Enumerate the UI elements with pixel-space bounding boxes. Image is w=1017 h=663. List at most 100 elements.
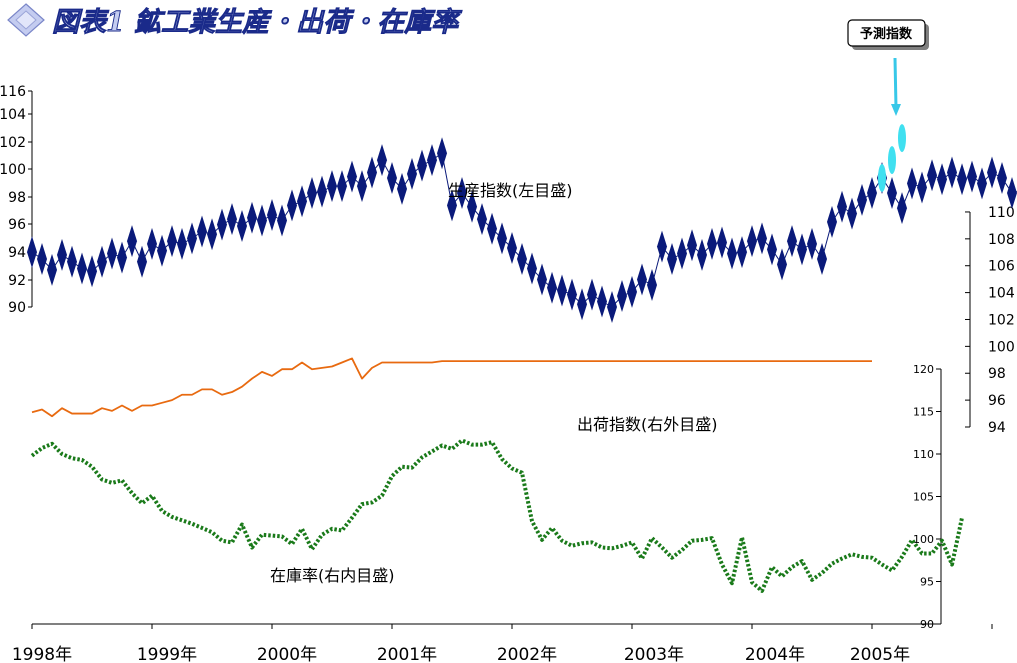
production-diamond-marker	[597, 285, 607, 318]
production-diamond-marker	[127, 225, 137, 258]
production-diamond-marker	[927, 159, 937, 192]
labels: 90 92 94 96 98 100 102 104 116 94 96 98 100 102 104 106…	[0, 84, 1015, 663]
production-diamond-marker	[757, 222, 767, 255]
production-diamond-marker	[527, 252, 537, 285]
production-diamond-marker	[227, 203, 237, 236]
right-inner-axis-tick-label: 105	[913, 491, 934, 504]
production-series-line	[31, 152, 1017, 308]
production-diamond-marker	[97, 245, 107, 278]
production-diamond-marker	[467, 190, 477, 223]
plot-area	[27, 124, 1017, 593]
production-diamond-marker	[707, 227, 717, 260]
x-axis-year-label: 2002年	[497, 645, 557, 663]
left-axis-tick-label: 102	[0, 135, 26, 151]
production-diamond-marker	[577, 288, 587, 321]
right-outer-axis-tick-label: 96	[988, 393, 1006, 409]
title-diamond-inner-icon	[15, 10, 37, 30]
right-inner-axis-tick-label: 115	[913, 406, 934, 419]
production-diamond-marker	[867, 177, 877, 210]
right-inner-axis-tick-label: 120	[913, 363, 934, 376]
production-diamond-marker	[657, 230, 667, 263]
production-diamond-marker	[147, 227, 157, 260]
right-outer-axis-tick-label: 110	[988, 205, 1015, 221]
production-diamond-marker	[967, 160, 977, 193]
production-diamond-marker	[817, 242, 827, 275]
production-diamond-marker	[987, 156, 997, 189]
right-outer-axis-tick-label: 98	[988, 366, 1006, 382]
production-diamond-marker	[77, 252, 87, 285]
production-diamond-marker	[47, 253, 57, 286]
production-diamond-marker	[287, 189, 297, 222]
forecast-marker	[898, 124, 906, 153]
production-diamond-marker	[377, 144, 387, 177]
left-axis-tick-label: 94	[8, 245, 26, 261]
production-diamond-marker	[437, 137, 447, 170]
production-diamond-marker	[167, 225, 177, 258]
x-axis-year-label: 2001年	[377, 645, 437, 663]
right-outer-axis-tick-label: 102	[988, 312, 1015, 328]
production-diamond-marker	[887, 177, 897, 210]
production-diamond-marker	[497, 222, 507, 255]
production-diamond-marker	[117, 241, 127, 274]
x-axis-year-label: 1998年	[12, 645, 72, 663]
production-diamond-marker	[337, 170, 347, 203]
production-diamond-marker	[267, 199, 277, 232]
forecast-marker	[888, 146, 896, 175]
production-diamond-marker	[107, 237, 117, 270]
production-diamond-marker	[367, 156, 377, 189]
production-diamond-marker	[947, 156, 957, 189]
axes	[28, 90, 993, 629]
production-diamond-marker	[257, 204, 267, 237]
left-axis-tick-label: 98	[8, 190, 26, 206]
production-diamond-marker	[517, 242, 527, 275]
production-diamond-marker	[857, 183, 867, 216]
production-diamond-marker	[1007, 177, 1017, 210]
production-diamond-marker	[417, 149, 427, 182]
production-diamond-marker	[827, 205, 837, 238]
x-axis-year-label: 2000年	[257, 645, 317, 663]
production-diamond-marker	[587, 278, 597, 311]
x-axis-year-label: 2003年	[624, 645, 684, 663]
production-diamond-marker	[667, 242, 677, 275]
left-axis-tick-label: 90	[8, 300, 26, 316]
production-diamond-marker	[797, 233, 807, 266]
title-group: 図表1 鉱工業生産・出荷・在庫率	[7, 3, 464, 38]
production-diamond-marker	[317, 175, 327, 208]
production-diamond-marker	[897, 192, 907, 225]
production-diamond-marker	[487, 212, 497, 245]
shipment-series-line	[31, 357, 872, 418]
production-diamond-marker	[837, 190, 847, 223]
production-diamond-marker	[457, 177, 467, 210]
production-diamond-marker	[427, 144, 437, 177]
production-diamond-marker	[637, 263, 647, 296]
production-diamond-marker	[177, 227, 187, 260]
left-axis-tick-label: 92	[8, 273, 26, 289]
series-label-production: 生産指数(左目盛)	[448, 181, 573, 200]
production-diamond-marker	[627, 275, 637, 308]
production-diamond-marker	[617, 280, 627, 313]
production-diamond-marker	[217, 208, 227, 241]
right-outer-axis-tick-label: 108	[988, 232, 1015, 248]
production-diamond-marker	[327, 170, 337, 203]
left-axis-tick-label: 116	[0, 84, 26, 100]
production-diamond-marker	[727, 237, 737, 270]
production-diamond-marker	[247, 201, 257, 234]
production-diamond-marker	[37, 242, 47, 275]
production-diamond-marker	[567, 278, 577, 311]
right-inner-axis-tick-label: 90	[920, 618, 934, 631]
left-axis-tick-label: 96	[8, 217, 26, 233]
production-diamond-marker	[27, 236, 37, 269]
forecast-label-box: 予測指数	[847, 19, 929, 50]
production-diamond-marker	[647, 269, 657, 302]
production-diamond-marker	[197, 215, 207, 248]
production-diamond-marker	[447, 189, 457, 222]
series-label-inventory: 在庫率(右内目盛)	[270, 566, 395, 585]
production-diamond-marker	[737, 236, 747, 269]
left-axis-tick-label: 100	[0, 162, 26, 178]
production-diamond-marker	[277, 204, 287, 237]
production-diamond-marker	[207, 218, 217, 251]
production-diamond-marker	[957, 163, 967, 196]
right-outer-axis-tick-label: 94	[988, 420, 1006, 436]
production-diamond-marker	[307, 177, 317, 210]
right-outer-axis-tick-label: 104	[988, 286, 1015, 302]
